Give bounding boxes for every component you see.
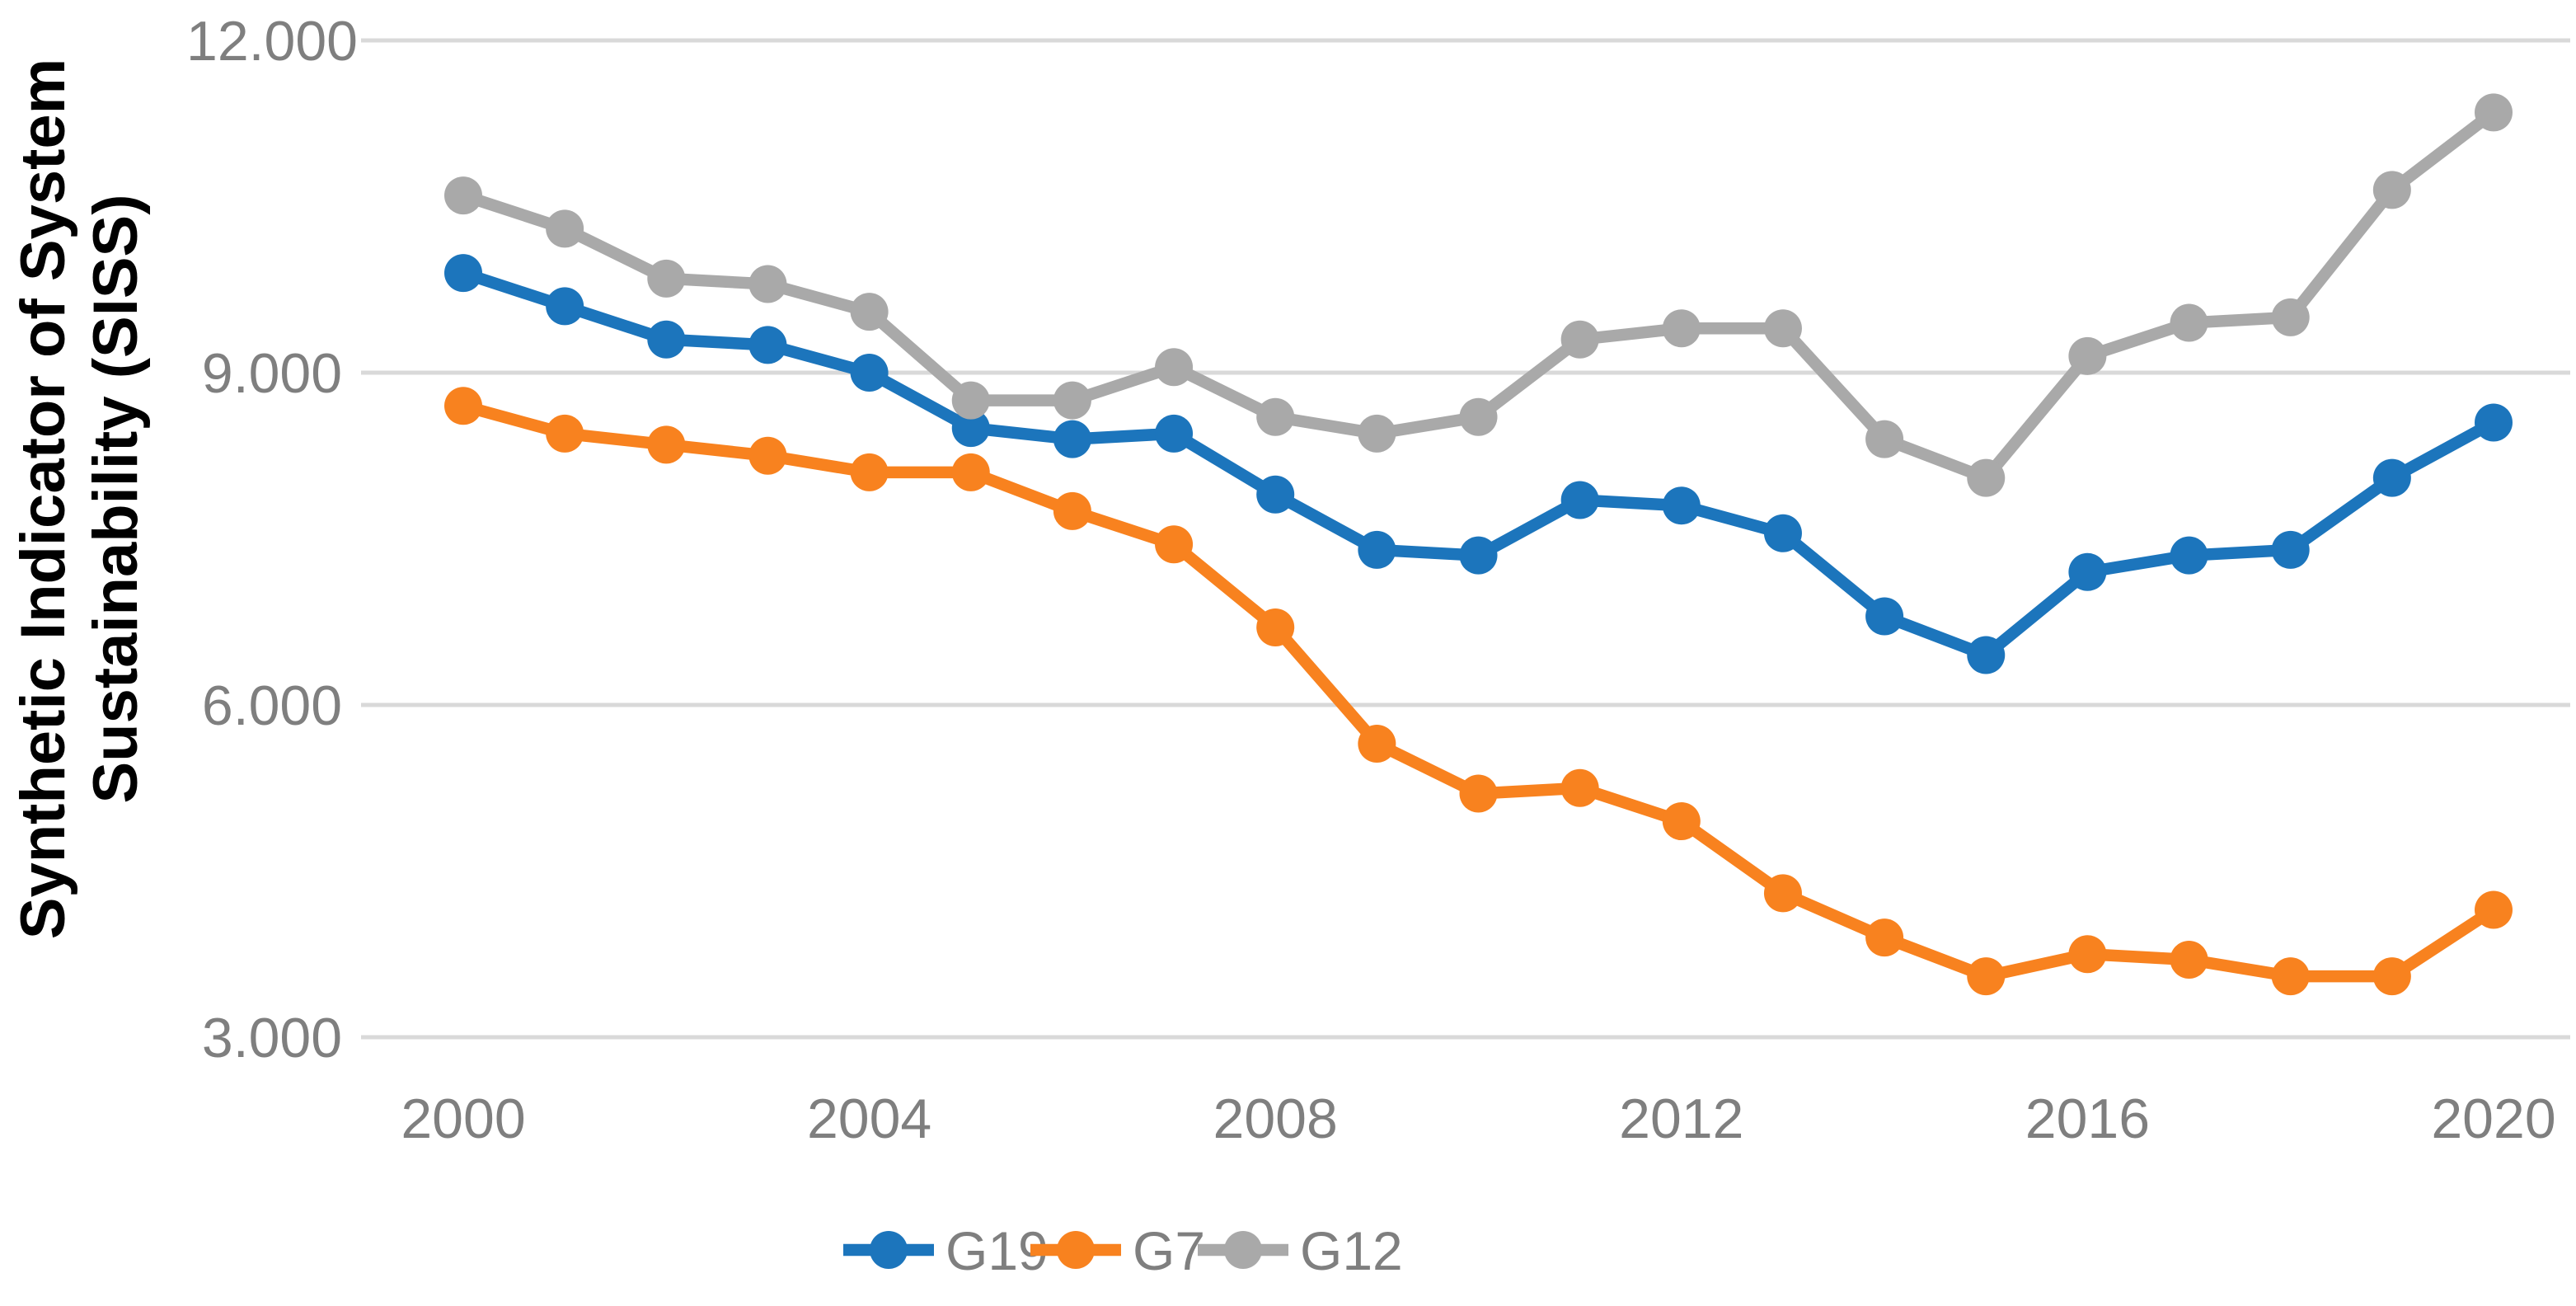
x-tick-label: 2016 [2025,1088,2150,1150]
data-point-g19-2001 [546,287,584,326]
data-point-g19-2003 [748,326,787,364]
data-point-g19-2018 [2271,530,2310,569]
y-tick-label: 6.000 [202,674,342,737]
data-point-g7-2003 [748,436,787,475]
data-point-g12-2000 [444,176,482,215]
data-point-g19-2014 [1865,597,1904,636]
data-point-g19-2005 [951,409,990,448]
series-g12 [444,93,2513,497]
data-point-g7-2016 [2068,935,2107,974]
data-point-g12-2016 [2068,336,2107,375]
x-tick-label: 2004 [807,1088,931,1150]
data-point-g7-2009 [1358,725,1396,763]
data-point-g7-2018 [2271,957,2310,996]
data-point-g12-2012 [1662,309,1701,348]
legend-label: G7 [1133,1220,1205,1281]
x-tick-label: 2008 [1213,1088,1338,1150]
data-point-g7-2015 [1967,957,2006,996]
data-point-g19-2010 [1459,536,1498,575]
x-tick-label: 2020 [2431,1088,2555,1150]
data-point-g7-2011 [1560,768,1599,807]
x-axis-tick-labels: 2000 2004 2008 2012 2016 2020 [401,1088,2555,1150]
data-point-g19-2013 [1763,514,1802,552]
data-point-g7-2019 [2372,957,2411,996]
data-point-g7-2012 [1662,802,1701,841]
data-point-g19-2020 [2475,403,2513,442]
data-point-g19-2012 [1662,486,1701,525]
data-point-g19-2008 [1256,475,1295,514]
y-axis-title-line: Synthetic Indicator of System [8,59,78,939]
data-point-g12-2002 [647,259,686,298]
data-point-g7-2014 [1865,918,1904,957]
series-g19 [444,254,2513,674]
data-point-g7-2007 [1155,525,1194,564]
data-point-g12-2020 [2475,93,2513,132]
data-point-g19-2015 [1967,636,2006,674]
data-point-g12-2018 [2271,298,2310,336]
legend-item-g12: G12 [1198,1220,1403,1281]
legend-marker [1224,1231,1262,1269]
data-point-g19-2002 [647,320,686,359]
data-point-g7-2001 [546,414,584,453]
data-point-g19-2000 [444,254,482,293]
data-point-g12-2003 [748,265,787,303]
x-tick-label: 2012 [1619,1088,1743,1150]
y-tick-label: 9.000 [202,342,342,405]
data-point-g7-2020 [2475,890,2513,929]
data-point-g7-2008 [1256,608,1295,646]
y-axis-title: Synthetic Indicator of System Sustainabil… [8,59,151,939]
data-point-g7-2010 [1459,774,1498,813]
data-point-g12-2001 [546,209,584,248]
data-point-g19-2004 [850,354,889,392]
data-point-g12-2015 [1967,458,2006,497]
data-point-g7-2000 [444,387,482,425]
data-point-g19-2007 [1155,414,1194,453]
data-point-g12-2010 [1459,397,1498,436]
y-tick-label: 3.000 [202,1007,342,1069]
data-point-g19-2019 [2372,458,2411,497]
data-point-g12-2011 [1560,320,1599,359]
data-point-g12-2005 [951,381,990,420]
data-point-g12-2006 [1053,381,1091,420]
series-g7 [444,387,2513,996]
legend: G19 G7 G12 [843,1220,1403,1281]
data-point-g12-2007 [1155,348,1194,387]
series-line-g7 [457,400,2500,983]
data-point-g7-2006 [1053,491,1091,530]
legend-marker [1057,1231,1095,1269]
data-point-g7-2002 [647,425,686,464]
y-axis-title-line: Sustainability (SISS) [81,194,151,803]
legend-label: G12 [1300,1220,1403,1281]
data-point-g12-2017 [2170,303,2208,342]
x-tick-label: 2000 [401,1088,525,1150]
data-point-g7-2005 [951,453,990,491]
data-point-g12-2004 [850,293,889,331]
y-axis-tick-labels: 3.000 6.000 9.000 12.000 [186,10,358,1069]
legend-marker [870,1231,908,1269]
data-point-g19-2006 [1053,420,1091,458]
y-tick-label: 12.000 [186,10,358,73]
data-point-g19-2016 [2068,552,2107,591]
data-point-g12-2013 [1763,309,1802,348]
data-point-g7-2017 [2170,940,2208,979]
legend-item-g19: G19 [843,1220,1049,1281]
gridlines [361,38,2570,1040]
data-point-g7-2013 [1763,874,1802,913]
data-point-g19-2017 [2170,536,2208,575]
data-point-g7-2004 [850,453,889,491]
data-point-g12-2009 [1358,414,1396,453]
legend-item-g7: G7 [1030,1220,1205,1281]
data-point-g12-2014 [1865,420,1904,458]
data-point-g19-2009 [1358,530,1396,569]
data-point-g19-2011 [1560,481,1599,519]
data-point-g12-2008 [1256,397,1295,436]
data-point-g12-2019 [2372,171,2411,209]
